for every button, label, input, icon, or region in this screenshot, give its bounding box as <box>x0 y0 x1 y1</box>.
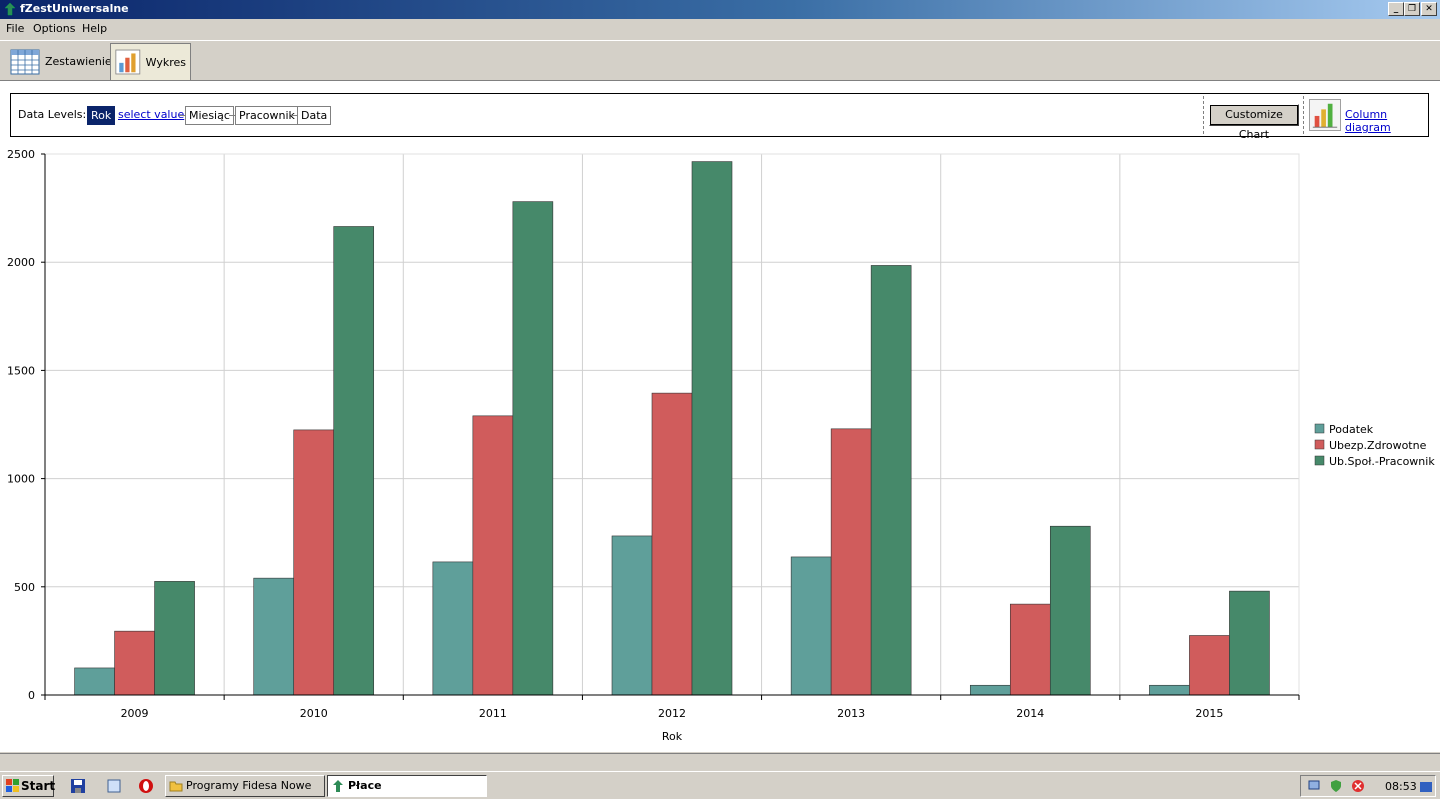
column-diagram-link[interactable]: Column diagram <box>1345 108 1391 134</box>
show-desktop-icon[interactable] <box>106 778 122 794</box>
bar-ub-spo-pracownik-2013[interactable] <box>870 265 912 696</box>
bar-chart: 0 500 1000 1500 2000 2500 2009 2010 2011 2012 2013… <box>7 148 1435 743</box>
window-title: fZestUniwersalne <box>20 2 129 15</box>
tab-label: Zestawienie <box>45 55 112 68</box>
windows-logo-icon <box>6 779 19 792</box>
chart-bars <box>74 161 1270 696</box>
taskbar-place[interactable]: Płace <box>327 775 487 797</box>
x-tick-label: 2012 <box>658 707 686 720</box>
app-icon <box>4 2 16 16</box>
y-tick-label: 1000 <box>7 473 35 486</box>
bar-podatek-2010[interactable] <box>253 577 295 696</box>
bar-podatek-2013[interactable] <box>790 556 832 696</box>
x-tick-label: 2015 <box>1195 707 1223 720</box>
x-tick-label: 2010 <box>300 707 328 720</box>
bar-ubezp-zdrowotne-2015[interactable] <box>1189 635 1230 696</box>
bar-chart-icon <box>115 49 141 75</box>
bar-ubezp-zdrowotne-2011[interactable] <box>472 415 514 696</box>
separator <box>1203 96 1204 134</box>
taskbar: Start Programy Fidesa Nowe Płace 08:53 <box>0 771 1440 799</box>
restore-button[interactable]: ❐ <box>1404 2 1420 16</box>
network-icon[interactable] <box>1307 779 1321 793</box>
close-button[interactable]: ✕ <box>1421 2 1437 16</box>
title-bar: fZestUniwersalne _ ❐ ✕ <box>0 0 1440 19</box>
bar-podatek-2009[interactable] <box>74 667 115 696</box>
bar-ub-spo-pracownik-2009[interactable] <box>154 581 195 696</box>
chart-legend: Podatek Ubezp.Zdrowotne Ub.Społ.-Pracownik <box>1314 423 1435 468</box>
x-tick-label: 2009 <box>121 707 149 720</box>
legend-label: Podatek <box>1329 423 1374 436</box>
security-shield-icon[interactable] <box>1329 779 1343 793</box>
separator <box>1303 96 1304 134</box>
alert-icon[interactable] <box>1351 779 1365 793</box>
legend-swatch <box>1314 423 1325 434</box>
bar-podatek-2014[interactable] <box>969 684 1011 696</box>
app-icon <box>333 780 343 792</box>
legend-label: Ub.Społ.-Pracownik <box>1329 455 1435 468</box>
folder-icon <box>169 781 183 792</box>
tab-label: Wykres <box>145 55 186 69</box>
start-label: Start <box>21 779 56 793</box>
level-rok[interactable]: Rok <box>87 106 116 125</box>
clock: 08:53 <box>1385 780 1417 793</box>
customize-chart-button[interactable]: Customize Chart <box>1209 104 1299 141</box>
taskbar-button-label: Programy Fidesa Nowe <box>186 779 312 792</box>
legend-swatch <box>1314 455 1325 466</box>
bar-ub-spo-pracownik-2015[interactable] <box>1229 590 1270 696</box>
y-tick-label: 2500 <box>7 148 35 161</box>
bar-ub-spo-pracownik-2012[interactable] <box>691 161 733 696</box>
bar-ub-spo-pracownik-2011[interactable] <box>512 201 554 696</box>
x-tick-label: 2014 <box>1016 707 1044 720</box>
chart-axes <box>41 153 1300 700</box>
data-levels-label: Data Levels: <box>18 108 87 121</box>
bar-ub-spo-pracownik-2014[interactable] <box>1049 525 1091 696</box>
level-miesiac[interactable]: Miesiąc <box>185 106 234 125</box>
x-tick-label: 2011 <box>479 707 507 720</box>
menu-bar: File Options Help <box>0 19 1440 39</box>
main-panel: Data Levels: Rok select value Miesiąc Pr… <box>0 80 1440 752</box>
legend-label: Ubezp.Zdrowotne <box>1329 439 1427 452</box>
bar-ub-spo-pracownik-2010[interactable] <box>333 226 375 696</box>
bar-podatek-2012[interactable] <box>611 535 653 696</box>
level-connector <box>291 115 297 116</box>
bar-ubezp-zdrowotne-2013[interactable] <box>830 428 872 696</box>
y-tick-label: 1500 <box>7 364 35 377</box>
x-tick-label: 2013 <box>837 707 865 720</box>
y-tick-label: 0 <box>28 689 35 702</box>
bar-ubezp-zdrowotne-2009[interactable] <box>114 630 155 696</box>
data-levels-bar: Data Levels: Rok select value Miesiąc Pr… <box>10 93 1429 141</box>
y-tick-label: 500 <box>14 581 35 594</box>
language-icon[interactable] <box>1419 780 1433 794</box>
save-icon[interactable] <box>70 778 86 794</box>
level-connector <box>179 115 185 116</box>
menu-file[interactable]: File <box>6 22 25 35</box>
tab-wykres[interactable]: Wykres <box>110 43 191 80</box>
menu-help[interactable]: Help <box>82 22 108 35</box>
select-value-link[interactable]: select value <box>115 106 188 125</box>
bar-podatek-2011[interactable] <box>432 561 474 696</box>
start-button[interactable]: Start <box>2 775 56 797</box>
bar-ubezp-zdrowotne-2010[interactable] <box>293 429 335 696</box>
tab-zestawienie[interactable]: Zestawienie <box>6 43 116 80</box>
status-bar <box>0 753 1440 770</box>
taskbar-programy-fidesa[interactable]: Programy Fidesa Nowe <box>165 775 325 797</box>
bar-ubezp-zdrowotne-2012[interactable] <box>651 392 693 696</box>
x-axis-label: Rok <box>662 730 683 743</box>
level-connector <box>229 115 235 116</box>
taskbar-button-label: Płace <box>348 779 382 792</box>
chart-ticks: 0 500 1000 1500 2000 2500 2009 2010 2011 2012 2013… <box>7 148 1223 720</box>
legend-swatch <box>1314 439 1325 450</box>
bar-podatek-2015[interactable] <box>1149 684 1190 696</box>
level-data[interactable]: Data <box>297 106 332 125</box>
minimize-button[interactable]: _ <box>1388 2 1404 16</box>
menu-options[interactable]: Options <box>33 22 76 35</box>
column-diagram-icon[interactable] <box>1309 99 1341 131</box>
y-tick-label: 2000 <box>7 256 35 269</box>
tab-strip: Zestawienie Wykres <box>0 40 1440 80</box>
bar-ubezp-zdrowotne-2014[interactable] <box>1009 603 1051 696</box>
opera-icon[interactable] <box>138 778 154 794</box>
level-pracownik[interactable]: Pracownik <box>235 106 299 125</box>
table-icon <box>10 49 40 74</box>
system-tray: 08:53 <box>1300 775 1436 797</box>
